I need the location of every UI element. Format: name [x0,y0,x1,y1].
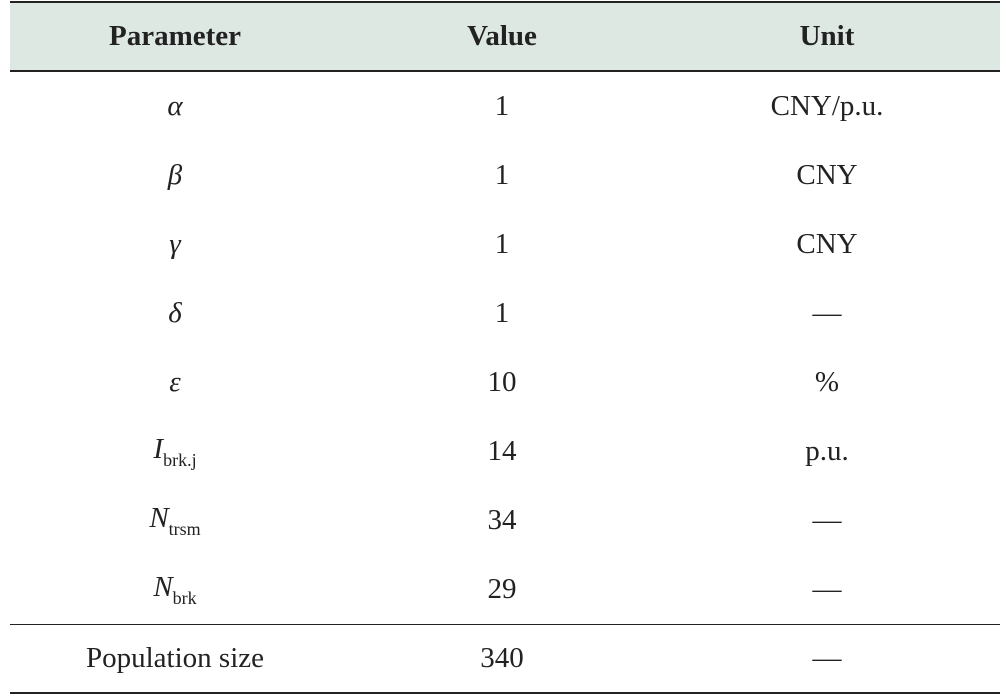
parameter-cell: δ [168,297,181,330]
parameter-cell: Population size [86,642,264,675]
table-row: δ 1 — [10,279,1000,348]
unit-cell: CNY/p.u. [770,90,884,122]
symbol: δ [168,297,182,329]
unit-cell: p.u. [805,435,849,467]
subscript: brk.j [163,449,197,470]
subscript: trsm [168,518,201,539]
parameter-name: Population size [85,642,265,674]
table-row: α 1 CNY/p.u. [10,72,1000,141]
table-row: ε 10% [10,348,1000,417]
symbol: α [167,90,183,122]
parameter-cell: Ibrk.j [153,433,196,471]
value-cell: 14 [487,435,517,467]
parameter-cell: ε [169,366,180,399]
table-row: Ibrk.j 14 p.u. [10,417,1000,486]
header-cell: Unit [799,20,855,52]
value-cell: 34 [487,504,517,536]
symbol: β [167,159,183,191]
value-cell: 1 [494,159,510,191]
table-row: Nbrk 29 — [10,555,1000,624]
unit-cell: — [812,573,842,605]
parameter-table: Parameter Value Unit α 1 CNY/p.u. β 1 CNY γ 1 CNY δ 1… [10,1,1000,694]
value-cell: 1 [494,90,510,122]
table-row: γ 1 CNY [10,210,1000,279]
unit-cell: — [812,297,842,329]
symbol: N [149,501,169,534]
unit-cell: — [812,642,842,674]
header-cell: Parameter [108,20,242,52]
symbol: ε [169,366,181,398]
subscript: brk [172,587,197,608]
symbol: I [153,432,164,465]
parameter-cell: α [167,90,182,123]
unit-cell: — [812,504,842,536]
symbol: N [153,570,173,603]
parameter-cell: γ [169,228,180,261]
unit-cell: % [814,366,840,398]
table-row: Population size 340 — [10,624,1000,694]
symbol: γ [169,228,181,260]
value-cell: 10 [487,366,517,398]
value-cell: 340 [480,642,524,674]
parameter-cell: Ntrsm [149,502,200,540]
value-cell: 29 [487,573,517,605]
table-row: β 1 CNY [10,141,1000,210]
unit-cell: CNY [796,159,858,191]
value-cell: 1 [494,297,510,329]
header-row: Parameter Value Unit [10,1,1000,72]
header-cell: Value [467,20,537,52]
unit-cell: CNY [796,228,858,260]
value-cell: 1 [494,228,510,260]
table-row: Ntrsm 34 — [10,486,1000,555]
parameter-cell: Nbrk [153,571,196,609]
parameter-cell: β [168,159,182,192]
